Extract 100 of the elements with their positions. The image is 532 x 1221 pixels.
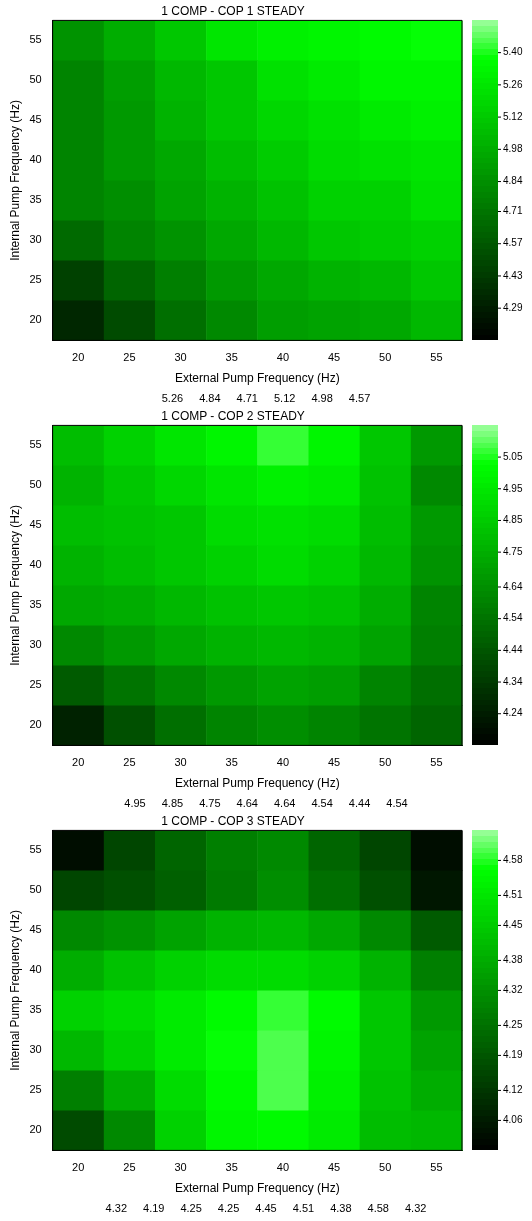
x-tick-label: 25 [123, 351, 136, 364]
text: 4.98 [311, 392, 333, 405]
text: 5.26 [161, 392, 184, 405]
text: 4.25 [180, 1202, 202, 1215]
text: 4.71 [236, 392, 258, 405]
x-tick-label: 40 [276, 1161, 290, 1174]
color-bar-label: 4.95 [503, 482, 523, 494]
text: 4.54 [386, 797, 408, 810]
y-tick-label: 35 [29, 1003, 42, 1016]
x-tick-label: 30 [174, 351, 187, 364]
x-tick-label: 45 [327, 756, 341, 769]
color-bar-label: 4.29 [503, 301, 523, 313]
color-bar-label: 5.12 [503, 110, 523, 122]
color-bar-label: 4.34 [503, 675, 523, 687]
x-tick-label: 35 [225, 756, 238, 769]
y-tick-label: 40 [29, 558, 42, 571]
text: 4.44 [348, 797, 371, 810]
text: 4.58 [367, 1202, 389, 1215]
color-bar-label: 4.75 [503, 545, 523, 557]
x-axis-title: External Pump Frequency (Hz) [174, 776, 340, 791]
text: 4.75 [199, 797, 221, 810]
x-tick-label: 35 [225, 1161, 238, 1174]
color-bar-label: 4.38 [503, 954, 523, 966]
color-bar-label: 4.44 [503, 644, 523, 656]
y-tick-label: 30 [29, 638, 42, 651]
color-bar-label: 4.85 [503, 514, 523, 526]
color-bar-label: 4.98 [503, 143, 523, 155]
chart-title: 1 COMP - COP 1 STEADY [161, 3, 305, 18]
color-bar-label: 4.84 [503, 175, 523, 187]
y-tick-label: 35 [29, 193, 42, 206]
x-tick-label: 35 [225, 351, 238, 364]
y-tick-label: 55 [29, 33, 42, 46]
text: 5.12 [274, 392, 296, 405]
y-tick-label: 50 [29, 73, 42, 86]
text: 4.85 [161, 797, 184, 810]
x-axis-title: External Pump Frequency (Hz) [174, 1181, 340, 1196]
y-axis-title: Internal Pump Frequency (Hz) [7, 505, 22, 666]
color-bar-label: 5.05 [503, 450, 523, 462]
y-tick-label: 20 [29, 718, 42, 731]
color-bar-label: 4.64 [503, 580, 523, 592]
x-tick-label: 25 [123, 756, 136, 769]
text: 4.64 [274, 797, 296, 810]
color-bar-label: 4.51 [503, 889, 523, 901]
x-tick-label: 25 [123, 1161, 136, 1174]
text: 4.45 [255, 1202, 277, 1215]
text: 4.38 [330, 1202, 352, 1215]
y-axis-title: Internal Pump Frequency (Hz) [7, 910, 22, 1071]
color-bar-label: 4.12 [503, 1084, 523, 1096]
y-tick-label: 45 [29, 113, 42, 126]
text: 4.57 [348, 392, 371, 405]
x-tick-label: 50 [379, 1161, 392, 1174]
y-tick-label: 20 [29, 1123, 42, 1136]
color-bar-label: 4.57 [503, 237, 523, 249]
y-tick-label: 25 [29, 1083, 42, 1096]
color-bar-label: 4.32 [503, 984, 523, 996]
x-tick-label: 55 [430, 1161, 443, 1174]
text: 4.32 [404, 1202, 427, 1215]
text: 4.64 [236, 797, 258, 810]
y-tick-label: 20 [29, 313, 42, 326]
chart-title: 1 COMP - COP 3 STEADY [161, 813, 305, 828]
y-tick-label: 55 [29, 843, 42, 856]
color-bar-label: 4.25 [503, 1019, 523, 1031]
y-tick-label: 25 [29, 678, 42, 691]
chart-title: 1 COMP - COP 2 STEADY [161, 408, 305, 423]
color-bar-label: 4.54 [503, 612, 523, 624]
x-axis-title: External Pump Frequency (Hz) [174, 371, 340, 386]
y-tick-label: 30 [29, 233, 42, 246]
y-tick-label: 45 [29, 518, 42, 531]
color-bar-label: 4.24 [503, 707, 523, 719]
y-tick-label: 25 [29, 273, 42, 286]
x-tick-label: 30 [174, 756, 187, 769]
color-bar-label: 4.71 [503, 205, 523, 217]
x-tick-label: 55 [430, 756, 443, 769]
x-tick-label: 40 [276, 351, 290, 364]
y-tick-label: 30 [29, 1043, 42, 1056]
x-tick-label: 30 [174, 1161, 187, 1174]
x-tick-label: 40 [276, 756, 290, 769]
text: 4.95 [124, 797, 146, 810]
color-bar-label: 5.26 [503, 78, 523, 90]
x-tick-label: 50 [379, 351, 392, 364]
text: 4.32 [105, 1202, 128, 1215]
x-tick-label: 20 [72, 351, 85, 364]
text: 4.25 [217, 1202, 240, 1215]
y-tick-label: 55 [29, 438, 42, 451]
text: 4.54 [311, 797, 333, 810]
x-tick-label: 45 [327, 1161, 341, 1174]
color-bar-label: 4.45 [503, 919, 523, 931]
y-tick-label: 50 [29, 883, 42, 896]
text: 4.19 [143, 1202, 165, 1215]
color-bar-label: 4.06 [503, 1114, 523, 1126]
x-tick-label: 50 [379, 756, 392, 769]
y-axis-title: Internal Pump Frequency (Hz) [7, 100, 22, 261]
color-bar-label: 4.43 [503, 269, 523, 281]
color-bar-label: 4.58 [503, 854, 523, 866]
y-tick-label: 35 [29, 598, 42, 611]
text: 4.84 [199, 392, 221, 405]
color-bar-label: 5.40 [503, 46, 523, 58]
x-tick-label: 20 [72, 756, 85, 769]
y-tick-label: 40 [29, 963, 42, 976]
x-tick-label: 45 [327, 351, 341, 364]
